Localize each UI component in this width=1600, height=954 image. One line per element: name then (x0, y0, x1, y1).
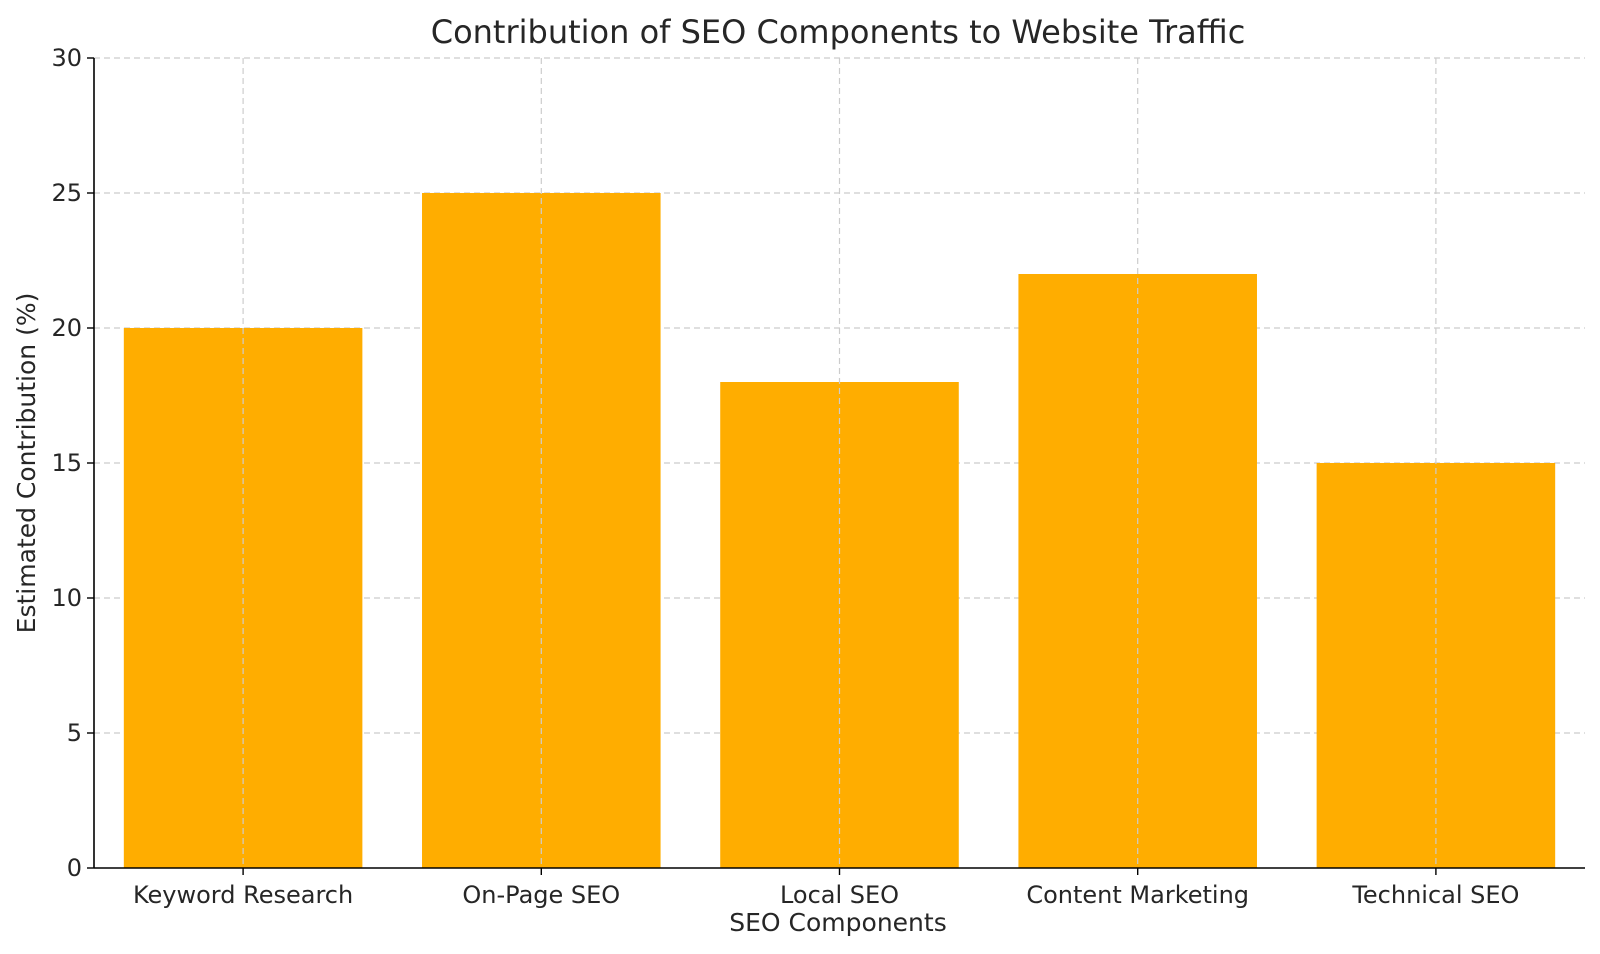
x-ticks: Keyword Research On-Page SEO Local SEO Cont… (133, 868, 1519, 909)
y-tick-label: 30 (51, 44, 82, 72)
x-tick-label: Technical SEO (1351, 881, 1519, 909)
chart-title: Contribution of SEO Components to Websit… (431, 13, 1246, 51)
bar (720, 382, 959, 868)
bars-layer (123, 58, 1556, 868)
x-tick-label: Local SEO (780, 881, 899, 909)
y-tick-label: 10 (51, 584, 82, 612)
x-tick-label: On-Page SEO (462, 881, 620, 909)
y-tick-label: 15 (51, 449, 82, 477)
y-tick-label: 20 (51, 314, 82, 342)
x-tick-label: Content Marketing (1026, 881, 1249, 909)
y-axis-label: Estimated Contribution (%) (12, 293, 41, 634)
y-tick-label: 5 (67, 719, 82, 747)
x-axis-label: SEO Components (729, 908, 946, 937)
y-tick-label: 25 (51, 179, 82, 207)
y-tick-label: 0 (67, 854, 82, 882)
x-tick-label: Keyword Research (133, 881, 353, 909)
y-ticks: 0 5 10 15 20 25 30 (51, 44, 94, 882)
